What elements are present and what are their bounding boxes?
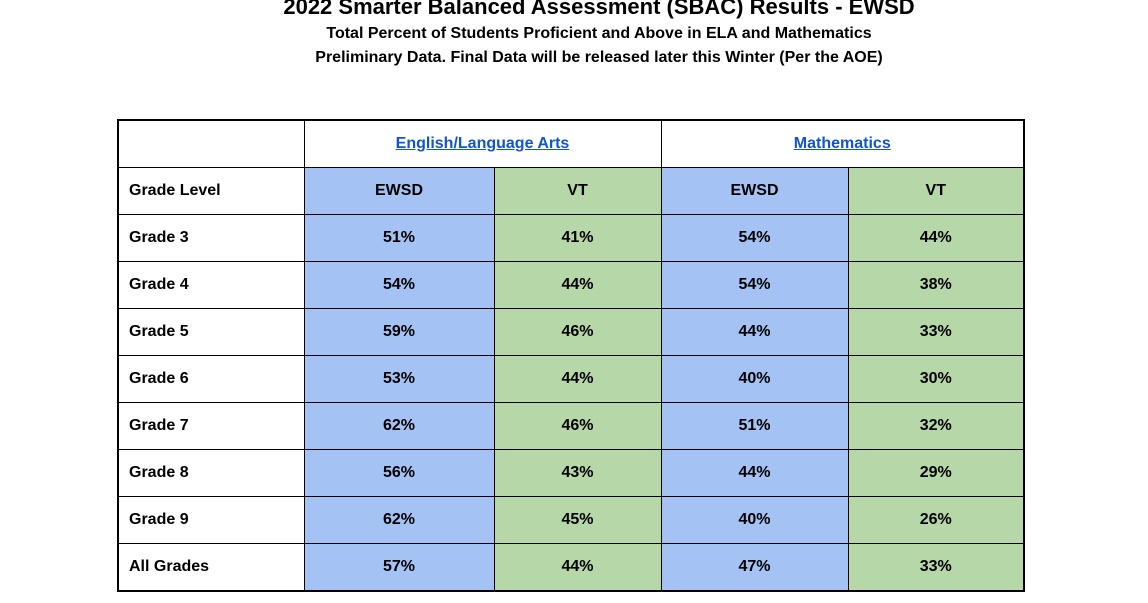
cell: 44%	[847, 214, 1025, 262]
row-label: All Grades	[117, 543, 305, 592]
cell: 56%	[303, 449, 495, 497]
cell: 40%	[660, 496, 849, 544]
cell: 41%	[493, 214, 662, 262]
cell: 30%	[847, 355, 1025, 403]
group-cell: Mathematics	[660, 119, 1025, 168]
corner-cell	[117, 119, 305, 168]
data-row: Grade 5 59% 46% 44% 33%	[117, 308, 1025, 356]
cell: 59%	[303, 308, 495, 356]
cell: 51%	[660, 402, 849, 450]
note: Preliminary Data. Final Data will be rel…	[315, 49, 883, 66]
header-row: Grade Level EWSD VT EWSD VT	[117, 167, 1025, 215]
cell: 54%	[660, 214, 849, 262]
cell: 29%	[847, 449, 1025, 497]
row-label: Grade 4	[117, 261, 305, 309]
cell: 54%	[660, 261, 849, 309]
column-header: EWSD	[660, 167, 849, 215]
row-label: Grade 5	[117, 308, 305, 356]
column-header: VT	[847, 167, 1025, 215]
results-table: English/Language Arts Mathematics Grade Le…	[117, 119, 1026, 592]
cell: 62%	[303, 402, 495, 450]
data-row: Grade 9 62% 45% 40% 26%	[117, 496, 1025, 544]
data-row: Grade 8 56% 43% 44% 29%	[117, 449, 1025, 497]
cell: 54%	[303, 261, 495, 309]
cell: 40%	[660, 355, 849, 403]
group-link[interactable]: Mathematics	[793, 135, 891, 152]
cell: 57%	[303, 543, 495, 592]
cell: 44%	[493, 261, 662, 309]
cell: 44%	[493, 355, 662, 403]
data-row: Grade 4 54% 44% 54% 38%	[117, 261, 1025, 309]
group-link[interactable]: English/Language Arts	[395, 135, 570, 152]
cell: 38%	[847, 261, 1025, 309]
cell: 43%	[493, 449, 662, 497]
cell: 44%	[493, 543, 662, 592]
cell: 47%	[660, 543, 849, 592]
cell: 44%	[660, 449, 849, 497]
cell: 51%	[303, 214, 495, 262]
cell: 33%	[847, 308, 1025, 356]
cell: 53%	[303, 355, 495, 403]
cell: 26%	[847, 496, 1025, 544]
column-header: VT	[493, 167, 662, 215]
row-label: Grade 3	[117, 214, 305, 262]
group-row: English/Language Arts Mathematics	[117, 119, 1025, 168]
row-label: Grade 9	[117, 496, 305, 544]
row-label: Grade 6	[117, 355, 305, 403]
subtitle: Total Percent of Students Proficient and…	[326, 25, 872, 42]
cell: 32%	[847, 402, 1025, 450]
data-row: Grade 3 51% 41% 54% 44%	[117, 214, 1025, 262]
cell: 44%	[660, 308, 849, 356]
cell: 46%	[493, 402, 662, 450]
data-row: Grade 6 53% 44% 40% 30%	[117, 355, 1025, 403]
data-row: All Grades 57% 44% 47% 33%	[117, 543, 1025, 592]
row-label: Grade 7	[117, 402, 305, 450]
group-cell: English/Language Arts	[303, 119, 662, 168]
column-header: Grade Level	[117, 167, 305, 215]
cell: 46%	[493, 308, 662, 356]
column-header: EWSD	[303, 167, 495, 215]
row-label: Grade 8	[117, 449, 305, 497]
cell: 62%	[303, 496, 495, 544]
cell: 45%	[493, 496, 662, 544]
data-row: Grade 7 62% 46% 51% 32%	[117, 402, 1025, 450]
cell: 33%	[847, 543, 1025, 592]
title: 2022 Smarter Balanced Assessment (SBAC) …	[283, 0, 915, 19]
